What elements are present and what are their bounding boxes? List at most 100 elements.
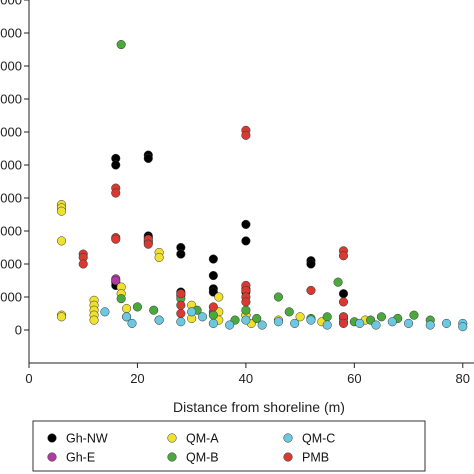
data-point (208, 254, 218, 264)
x-tick-label: 80 (456, 371, 470, 386)
y-tick-label: 000 (0, 158, 22, 173)
data-point (154, 315, 164, 325)
y-tick-label: 000 (0, 224, 22, 239)
legend-marker (47, 452, 57, 462)
data-point (176, 308, 186, 319)
data-point (89, 315, 99, 325)
data-point (306, 315, 316, 325)
data-point (241, 236, 251, 246)
data-point (127, 318, 137, 328)
data-point (116, 294, 126, 304)
data-point (111, 275, 121, 286)
data-point (458, 322, 468, 332)
data-point (441, 318, 452, 328)
series-pmb (78, 125, 349, 328)
data-point (143, 239, 153, 249)
data-point (425, 320, 435, 330)
data-point (306, 259, 316, 269)
legend-marker (283, 452, 293, 462)
x-tick-label: 0 (25, 371, 32, 386)
data-point (78, 259, 88, 269)
data-point (214, 292, 224, 302)
legend-marker (167, 433, 177, 443)
series-gh-e (111, 236, 349, 322)
y-tick-label: 000 (0, 125, 22, 140)
data-point (290, 318, 300, 328)
data-point (208, 310, 218, 320)
data-point (241, 297, 251, 307)
data-point (284, 307, 294, 317)
data-point (143, 153, 153, 163)
x-axis-label: Distance from shoreline (m) (173, 399, 345, 415)
data-point (338, 297, 349, 307)
data-point (176, 249, 186, 259)
data-point (56, 312, 67, 322)
data-point (56, 236, 67, 246)
data-point (273, 317, 283, 327)
data-point (100, 307, 110, 317)
data-point (176, 300, 186, 310)
data-point (225, 320, 235, 330)
x-tick-label: 60 (347, 371, 361, 386)
data-point (241, 219, 251, 229)
y-tick-label: 0 (15, 323, 22, 338)
y-tick-label: 000 (0, 92, 22, 107)
data-point (116, 40, 126, 50)
data-point (208, 318, 218, 328)
data-point (273, 292, 283, 302)
data-point (208, 302, 218, 312)
data-point (322, 320, 332, 330)
legend-label: QM-C (302, 432, 335, 446)
series-qm-c (100, 307, 468, 332)
axes (24, 0, 474, 368)
data-point (404, 318, 414, 328)
data-point (409, 310, 419, 320)
y-tick-label: 000 (0, 26, 22, 41)
data-point (122, 312, 132, 322)
legend-label: Gh-E (66, 451, 95, 465)
data-point (208, 271, 218, 281)
data-point (241, 130, 251, 140)
legend-marker (167, 452, 177, 462)
y-tick-label: 000 (0, 257, 22, 272)
data-point (295, 312, 305, 322)
data-point (322, 312, 332, 322)
data-point (197, 312, 208, 322)
legend-label: Gh-NW (66, 432, 108, 446)
series-qm-b (116, 40, 435, 327)
y-tick-label: 000 (0, 59, 22, 74)
legend-marker (47, 433, 57, 443)
x-tick-labels: 0 20 40 60 80 (25, 371, 470, 386)
data-point (111, 160, 121, 170)
data-point (176, 289, 186, 299)
legend: Gh-NW Gh-E QM-A QM-B QM-C PMB (32, 420, 426, 472)
data-point (257, 320, 267, 330)
legend-label: PMB (302, 451, 329, 465)
legend-box (32, 420, 426, 472)
data-point (241, 315, 251, 325)
data-point (176, 317, 186, 327)
data-point (154, 252, 164, 262)
series-gh-nw (111, 150, 349, 300)
data-point (241, 305, 251, 315)
legend-label: QM-B (186, 451, 219, 465)
data-point (376, 312, 386, 322)
data-point (306, 285, 316, 295)
data-point (122, 304, 132, 314)
legend-label: QM-A (186, 432, 219, 446)
data-point (338, 318, 349, 328)
data-point (111, 188, 121, 198)
y-tick-label: 000 (0, 0, 22, 8)
data-point (252, 313, 262, 324)
data-point (149, 305, 159, 315)
legend-marker (283, 433, 293, 443)
data-point (338, 289, 349, 299)
data-point (333, 277, 343, 287)
data-point (132, 302, 142, 312)
x-tick-label: 40 (239, 371, 253, 386)
data-point (56, 206, 67, 216)
data-point (355, 318, 365, 328)
data-point (111, 234, 121, 244)
